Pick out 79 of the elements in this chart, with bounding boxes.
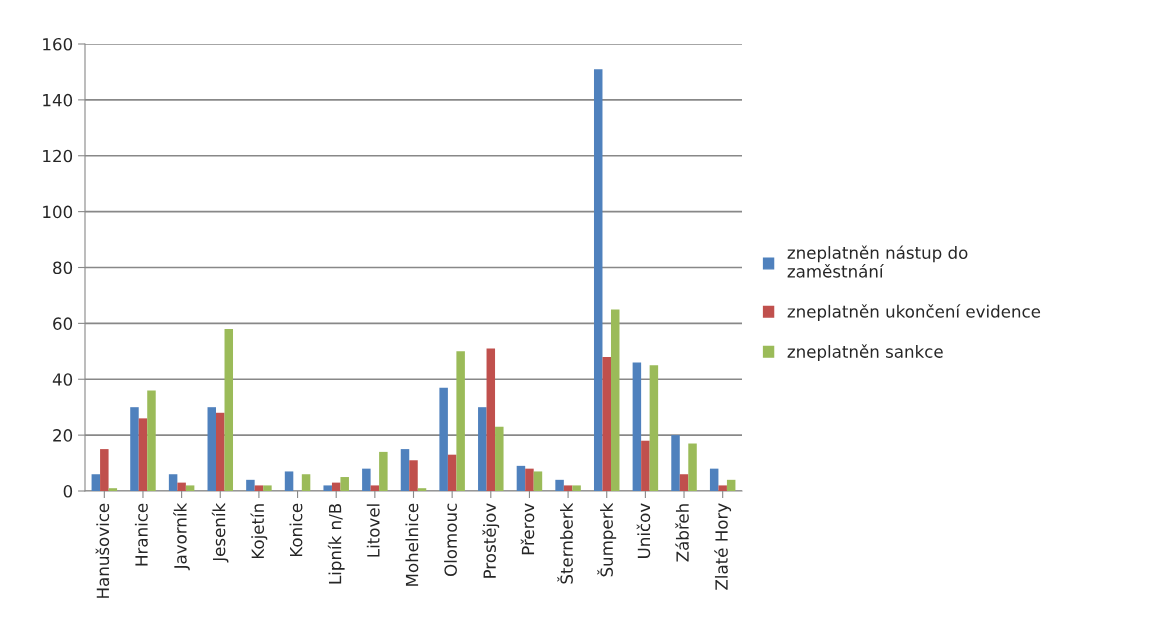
- bar: [100, 449, 109, 491]
- bar: [168, 474, 178, 491]
- x-tick-label: Přerov: [520, 503, 535, 555]
- x-tick-label: Zlaté Hory: [714, 503, 732, 590]
- bar: [447, 454, 457, 491]
- y-tick-label: 60: [53, 317, 73, 330]
- bar: [207, 407, 217, 491]
- x-tick-label: Kojetín: [250, 504, 268, 559]
- bar: [108, 488, 118, 491]
- x-tick-label: Litovel: [366, 504, 380, 557]
- y-tick-label: 80: [53, 261, 73, 275]
- bar: [649, 365, 659, 491]
- bar: [177, 482, 186, 491]
- bar: [331, 482, 341, 491]
- bar: [726, 479, 736, 491]
- bar: [495, 426, 504, 491]
- x-tick-label: Olomouc: [444, 503, 457, 576]
- bar: [709, 468, 719, 491]
- bar: [246, 479, 255, 491]
- bar: [533, 471, 543, 491]
- bar: [632, 362, 642, 491]
- bar: [130, 407, 139, 491]
- bar: [641, 440, 650, 491]
- bar: [572, 485, 581, 491]
- y-tick-label: 120: [43, 149, 73, 163]
- bar: [400, 449, 410, 491]
- bar: [456, 351, 465, 491]
- x-tick-label: Hanušovice: [95, 503, 110, 598]
- x-tick-label: Mohelnice: [405, 503, 419, 586]
- bar: [323, 485, 332, 491]
- x-tick-label: Zábřeh: [675, 504, 689, 562]
- x-tick-label: Jeseník: [211, 502, 229, 563]
- bar: [718, 485, 727, 491]
- x-tick-label: Javorník: [173, 502, 190, 571]
- x-tick-label: Šumperk: [597, 502, 617, 577]
- bar: [370, 485, 380, 491]
- bar: [216, 412, 225, 491]
- legend-label: zneplatněn ukončení evidence: [787, 304, 1041, 321]
- bar: [224, 328, 234, 491]
- legend-label: zneplatněn nástup do zaměstnání: [787, 245, 968, 278]
- x-tick-label: Prostějov: [482, 503, 500, 578]
- bar: [254, 485, 264, 491]
- bar: [147, 390, 156, 491]
- y-tick-label: 0: [63, 484, 73, 498]
- bar: [671, 435, 680, 491]
- bar: [439, 387, 448, 491]
- y-tick-label: 40: [52, 373, 73, 386]
- x-tick-label: Hranice: [134, 503, 148, 566]
- bar: [91, 474, 101, 491]
- bar: [679, 474, 689, 491]
- bar: [563, 485, 573, 491]
- x-tick-label: Lipník n/B: [327, 503, 345, 584]
- bar: [610, 309, 620, 491]
- bar: [263, 485, 272, 491]
- bar: [555, 479, 564, 491]
- bar: [688, 443, 697, 491]
- bar: [379, 451, 388, 491]
- x-tick-label: Uničov: [636, 503, 651, 558]
- y-tick-label: 100: [43, 205, 73, 219]
- x-tick-label: Konice: [289, 503, 303, 557]
- bar: [284, 471, 294, 491]
- legend-label: zneplatněn sankce: [787, 344, 943, 362]
- bar: [593, 69, 603, 491]
- bar: [516, 465, 526, 491]
- bar: [478, 407, 487, 491]
- bar: [340, 477, 349, 491]
- x-tick-label: Šternberk: [557, 502, 573, 584]
- bar: [602, 356, 611, 491]
- bar: [185, 485, 195, 491]
- y-tick-label: 140: [43, 93, 73, 107]
- bar: [525, 468, 534, 491]
- bar: [301, 474, 311, 491]
- bar: [486, 348, 496, 491]
- y-tick-label: 160: [43, 37, 73, 51]
- y-tick-label: 20: [53, 429, 73, 442]
- bar: [362, 468, 371, 491]
- bar: [417, 488, 427, 491]
- bar: [138, 418, 148, 491]
- bar: [409, 460, 418, 491]
